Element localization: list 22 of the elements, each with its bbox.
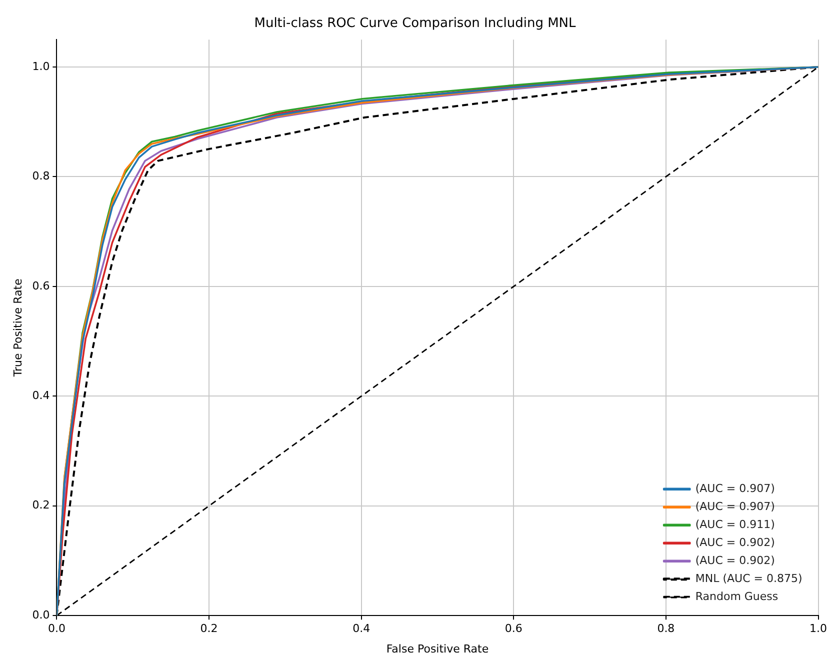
- x-tick-label: 0.0: [48, 622, 66, 636]
- x-tick-label: 0.8: [657, 622, 675, 636]
- x-axis-title: False Positive Rate: [386, 642, 489, 656]
- legend-label: MNL (AUC = 0.875): [695, 572, 802, 585]
- legend-label: Random Guess: [695, 590, 778, 603]
- x-tick-label: 0.6: [504, 622, 522, 636]
- legend-label: (AUC = 0.907): [695, 500, 775, 513]
- y-tick-label: 0.4: [32, 389, 50, 402]
- y-tick-label: 0.6: [32, 279, 50, 292]
- y-tick-label: 0.0: [32, 608, 50, 622]
- x-tick-label: 0.4: [352, 622, 370, 636]
- chart-title: Multi-class ROC Curve Comparison Including MNL: [254, 16, 577, 32]
- legend-label: (AUC = 0.902): [695, 554, 775, 567]
- y-tick-label: 0.8: [32, 170, 50, 183]
- x-tick-label: 1.0: [810, 622, 828, 636]
- y-axis-title: True Positive Rate: [11, 278, 24, 378]
- legend-label: (AUC = 0.911): [695, 518, 775, 531]
- y-tick-label: 0.2: [32, 498, 50, 512]
- legend-label: (AUC = 0.907): [695, 482, 775, 495]
- legend-label: (AUC = 0.902): [695, 536, 775, 549]
- x-tick-label: 0.2: [200, 622, 218, 636]
- y-tick-label: 1.0: [32, 60, 50, 73]
